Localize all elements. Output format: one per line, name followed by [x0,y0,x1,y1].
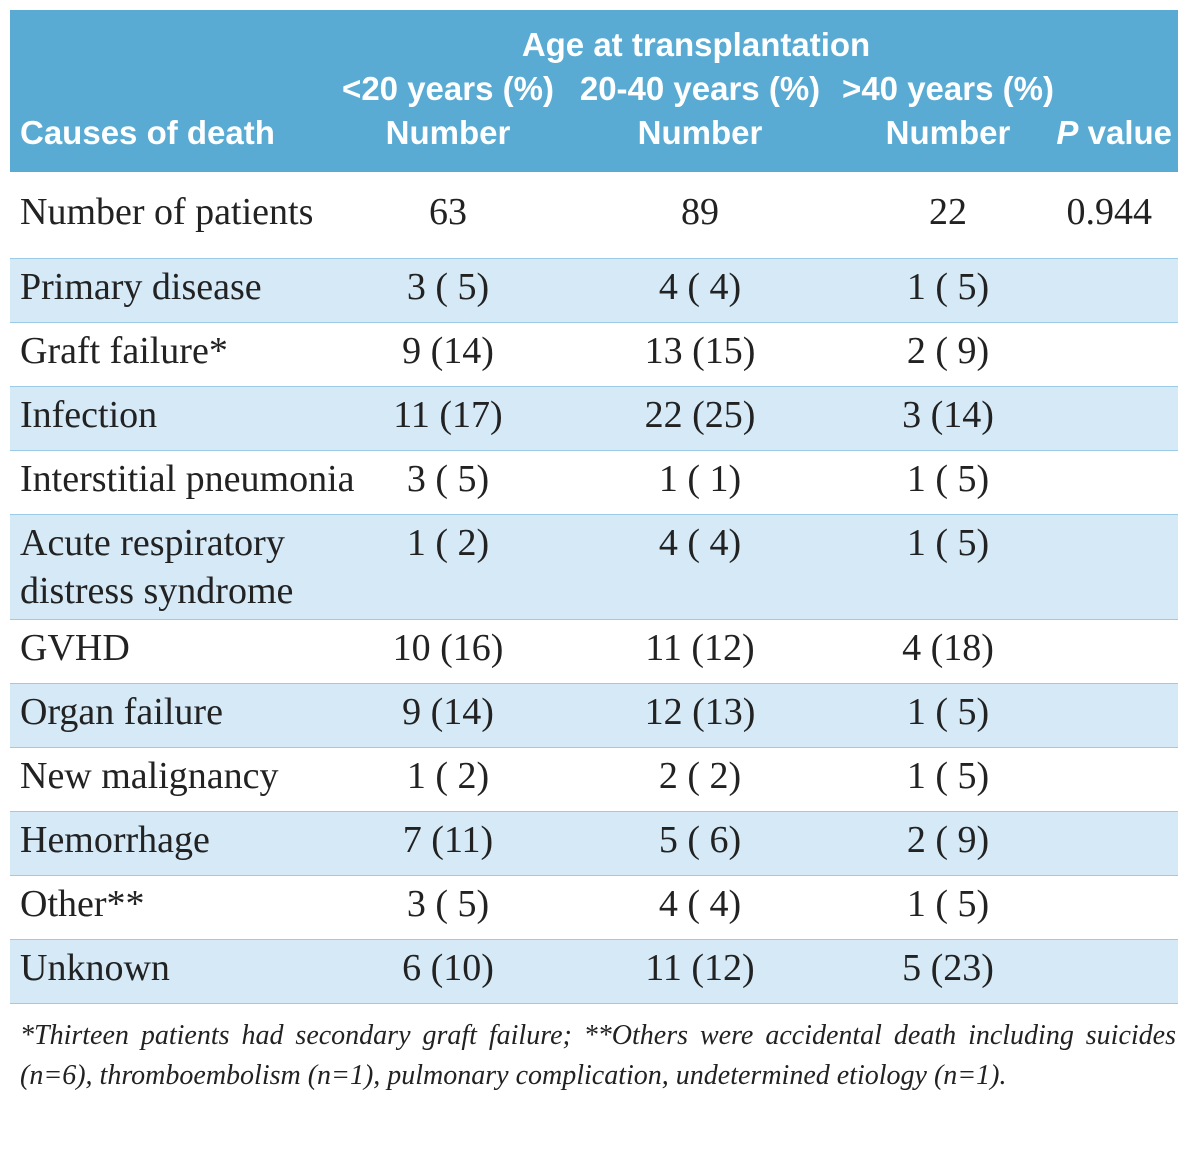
value-cell: 1 ( 5) [876,514,1020,620]
table-row: Primary disease 3 ( 5) 4 ( 4) 1 ( 5) [10,258,1178,323]
value-cell: 2 ( 9) [876,811,1020,876]
table-row: Organ failure 9 (14) 12 (13) 1 ( 5) [10,683,1178,748]
cause-cell: Graft failure* [10,322,372,387]
table-wrap: Age at transplantation <20 years (%) 20-… [10,10,1178,1004]
empty-cell [1020,514,1178,620]
cause-cell: New malignancy [10,747,372,812]
table-row: New malignancy 1 ( 2) 2 ( 2) 1 ( 5) [10,747,1178,812]
value-cell: 11 (17) [372,386,524,451]
value-cell: 2 ( 9) [876,322,1020,387]
value-cell: 1 ( 5) [876,450,1020,515]
cause-cell: Organ failure [10,683,372,748]
empty-cell [1020,939,1178,1004]
group-header: Age at transplantation [372,10,1020,64]
age-group: >40 years (%) [842,70,1054,107]
table-header: Age at transplantation <20 years (%) 20-… [10,10,1178,172]
value-cell: 22 (25) [524,386,876,451]
cause-cell: GVHD [10,619,372,684]
value-cell: 5 ( 6) [524,811,876,876]
value-cell: 1 ( 2) [372,747,524,812]
value-cell: 6 (10) [372,939,524,1004]
value-cell: 11 (12) [524,619,876,684]
value-cell: 1 ( 5) [876,683,1020,748]
value-cell: 1 ( 5) [876,747,1020,812]
cause-cell: Hemorrhage [10,811,372,876]
empty-cell [1020,811,1178,876]
value-cell: 4 (18) [876,619,1020,684]
table-row: Infection 11 (17) 22 (25) 3 (14) [10,386,1178,451]
value-cell: 3 ( 5) [372,875,524,940]
empty-cell [1020,450,1178,515]
age-group: <20 years (%) [342,70,554,107]
empty-cell [1020,747,1178,812]
cause-cell: Number of patients [10,172,372,259]
footnote: *Thirteen patients had secondary graft f… [20,1020,1176,1091]
table-row: Graft failure* 9 (14) 13 (15) 2 ( 9) [10,322,1178,387]
p-text: value [1087,114,1172,151]
column-header: Number [524,114,876,172]
table-body: Number of patients 63 89 22 0.944 Primary dis… [10,172,1178,1004]
value-cell: 4 ( 4) [524,875,876,940]
value-cell: 63 [372,172,524,259]
value-cell: 1 ( 2) [372,514,524,620]
table: Age at transplantation <20 years (%) 20-… [10,10,1178,1004]
value-cell: 22 [876,172,1020,259]
cause-cell: Infection [10,386,372,451]
value-cell: 7 (11) [372,811,524,876]
table-row: Interstitial pneumonia 3 ( 5) 1 ( 1) 1 ( 5) [10,450,1178,515]
p-italic: P [1056,114,1079,151]
table-row: Hemorrhage 7 (11) 5 ( 6) 2 ( 9) [10,811,1178,876]
age-group: 20-40 years (%) [579,70,821,107]
table-row: Other** 3 ( 5) 4 ( 4) 1 ( 5) [10,875,1178,940]
value-cell: 2 ( 2) [524,747,876,812]
cause-cell: Interstitial pneumonia [10,450,372,515]
value-cell: 9 (14) [372,683,524,748]
value-cell: 3 ( 5) [372,258,524,323]
empty-cell [1020,875,1178,940]
value-cell: 4 ( 4) [524,258,876,323]
value-cell: 9 (14) [372,322,524,387]
table-row: Unknown 6 (10) 11 (12) 5 (23) [10,939,1178,1004]
value-cell: 3 (14) [876,386,1020,451]
cause-cell: Other** [10,875,372,940]
table-row: Number of patients 63 89 22 0.944 [10,172,1178,259]
value-cell: 10 (16) [372,619,524,684]
column-header: Causes of death [10,114,372,172]
value-cell: 1 ( 5) [876,875,1020,940]
table-row: GVHD 10 (16) 11 (12) 4 (18) [10,619,1178,684]
value-cell: 12 (13) [524,683,876,748]
cause-cell: Primary disease [10,258,372,323]
value-cell: 11 (12) [524,939,876,1004]
value-cell: 1 ( 5) [876,258,1020,323]
empty-cell [1020,683,1178,748]
table-row: Acute respiratory distress syndrome 1 ( 2… [10,514,1178,620]
empty-cell [1020,619,1178,684]
value-cell: 3 ( 5) [372,450,524,515]
empty-cell [1020,386,1178,451]
column-header: Number [372,114,524,172]
value-cell: 89 [524,172,876,259]
value-cell: 4 ( 4) [524,514,876,620]
p-value-header: P value [1020,114,1178,172]
cause-cell: Unknown [10,939,372,1004]
value-cell: 13 (15) [524,322,876,387]
column-header: Number [876,114,1020,172]
p-value-cell: 0.944 [1020,172,1178,259]
cause-cell: Acute respiratory distress syndrome [10,514,372,620]
value-cell: 1 ( 1) [524,450,876,515]
empty-cell [1020,258,1178,323]
value-cell: 5 (23) [876,939,1020,1004]
empty-cell [1020,322,1178,387]
